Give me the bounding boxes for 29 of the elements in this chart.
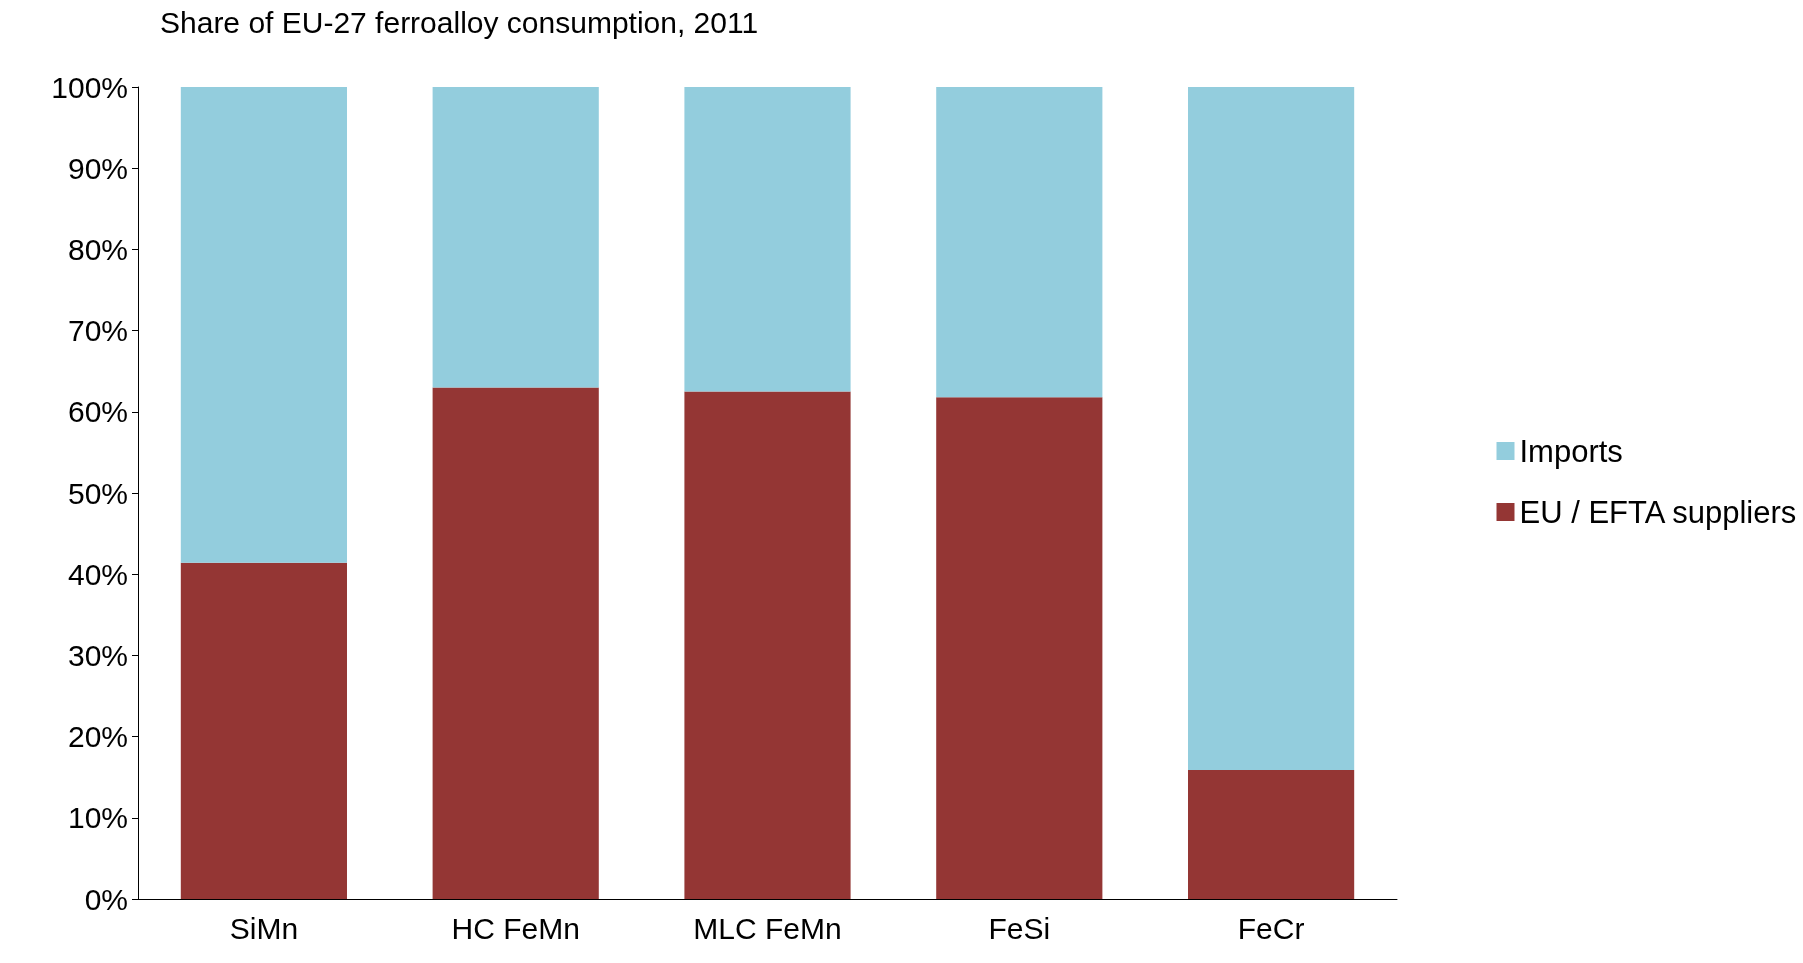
- y-tick-label: 80%: [67, 232, 128, 266]
- bar: [180, 87, 347, 563]
- x-tick-label: FeSi: [988, 911, 1051, 945]
- bar: [936, 397, 1103, 899]
- x-tick-label: FeCr: [1237, 911, 1305, 945]
- y-tick-label: 10%: [67, 801, 128, 835]
- y-tick-label: 20%: [67, 720, 128, 754]
- y-tick-label: 30%: [67, 638, 128, 672]
- legend-label: Imports: [1519, 433, 1623, 469]
- y-tick-label: 100%: [51, 70, 128, 104]
- y-tick-label: 40%: [67, 557, 128, 591]
- bar: [684, 87, 851, 392]
- chart-title: Share of EU-27 ferroalloy consumption, 2011: [160, 5, 759, 39]
- y-tick-label: 60%: [67, 395, 128, 429]
- x-tick-label: SiMn: [229, 911, 299, 945]
- legend-label: EU / EFTA suppliers: [1519, 494, 1797, 530]
- x-tick-label: HC FeMn: [451, 911, 580, 945]
- y-tick-label: 70%: [67, 314, 128, 348]
- x-tick-label: MLC FeMn: [693, 911, 842, 945]
- bar: [1188, 769, 1355, 899]
- y-tick-label: 0%: [84, 882, 128, 916]
- bar: [936, 87, 1103, 398]
- bar: [1188, 87, 1355, 770]
- bar: [684, 391, 851, 899]
- bar: [180, 562, 347, 899]
- y-tick-label: 90%: [67, 151, 128, 185]
- bar: [432, 387, 599, 899]
- y-tick-label: 50%: [67, 476, 128, 510]
- bar: [432, 87, 599, 388]
